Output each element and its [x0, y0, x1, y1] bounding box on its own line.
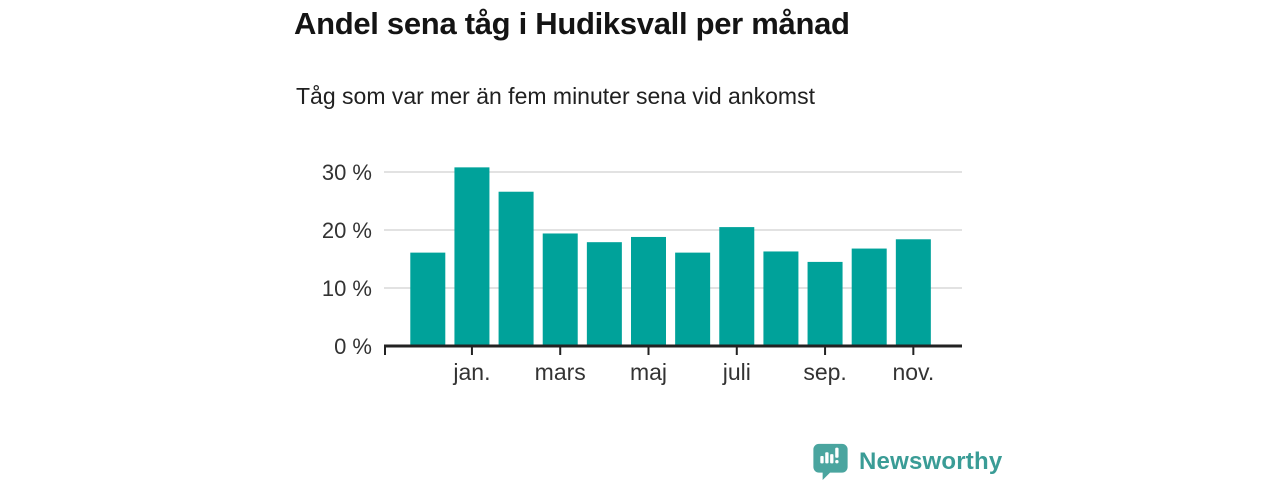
newsworthy-logo-icon — [813, 443, 848, 480]
y-tick-label: 0 % — [334, 334, 372, 359]
chart-subtitle: Tåg som var mer än fem minuter sena vid … — [296, 83, 815, 109]
bar-mars — [542, 233, 578, 346]
bar-jan. — [454, 167, 490, 346]
bar-sep. — [807, 261, 843, 346]
newsworthy-logo: Newsworthy — [811, 443, 1002, 480]
bar-dec. — [410, 252, 446, 346]
chart-title: Andel sena tåg i Hudiksvall per månad — [294, 6, 850, 41]
y-tick-label: 10 % — [322, 276, 372, 301]
bar-apr. — [586, 242, 622, 346]
bar-juni — [675, 252, 711, 346]
x-tick-label: jan. — [452, 359, 490, 385]
bar-nov. — [895, 239, 931, 346]
bar-okt. — [851, 248, 887, 346]
mini-bar-chart-icon — [820, 447, 839, 464]
x-tick-label: maj — [630, 359, 667, 385]
bar-aug. — [763, 251, 799, 346]
x-tick-label: mars — [535, 359, 586, 385]
x-tick-label: sep. — [803, 359, 846, 385]
x-tick-label: juli — [722, 359, 751, 385]
y-tick-label: 20 % — [322, 218, 372, 243]
bar-maj — [631, 236, 666, 346]
newsworthy-brand-text: Newsworthy — [859, 447, 1003, 475]
x-tick-label: nov. — [892, 359, 934, 385]
bar-juli — [719, 227, 755, 346]
bar-feb. — [498, 191, 534, 346]
y-tick-label: 30 % — [322, 160, 372, 185]
